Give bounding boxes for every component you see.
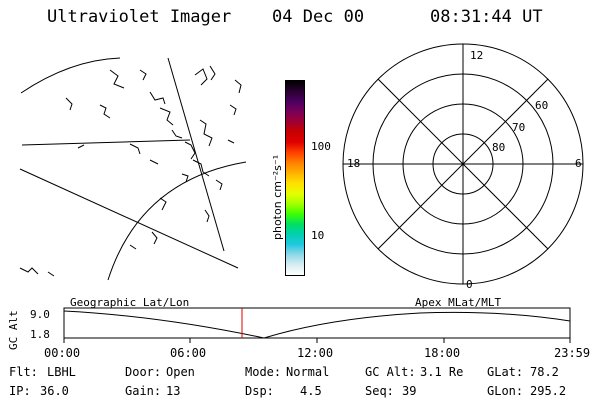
status-flt-label: Flt: <box>9 365 38 379</box>
status-glon-value: 295.2 <box>530 384 567 398</box>
status-mode-label: Mode: <box>245 365 282 379</box>
status-glon-label: GLon: <box>487 384 524 398</box>
mlt-label-0: 0 <box>466 278 473 291</box>
status-seq-value: 39 <box>402 384 417 398</box>
mlat-label-60: 60 <box>535 99 549 112</box>
y-tick-9: 9.0 <box>30 308 50 321</box>
mlat-label-70: 70 <box>512 121 526 134</box>
mlt-label-6: 6 <box>575 157 582 170</box>
mlt-label-18: 18 <box>347 157 361 170</box>
mlat-label-80: 80 <box>492 141 506 154</box>
colorbar-tick-100: 100 <box>311 140 331 153</box>
mlt-label-12: 12 <box>470 49 484 62</box>
status-gcalt-label: GC Alt: <box>365 365 416 379</box>
latitude-line-2 <box>21 139 191 146</box>
x-tick-2359: 23:59 <box>554 346 591 360</box>
altitude-plot-frame <box>63 307 571 339</box>
colorbar-tick-10: 10 <box>311 229 325 242</box>
meridian-line-1 <box>167 57 225 252</box>
date-label: 04 Dec 00 <box>272 7 365 27</box>
status-door-label: Door: <box>125 365 162 379</box>
x-tick-0600: 06:00 <box>170 346 207 360</box>
altitude-curve <box>63 310 571 339</box>
status-gain-label: Gain: <box>125 384 162 398</box>
instrument-title: Ultraviolet Imager <box>47 7 232 27</box>
time-label: 08:31:44 UT <box>430 7 543 27</box>
x-tick-1800: 18:00 <box>424 346 461 360</box>
status-dsp-label: Dsp: <box>245 384 274 398</box>
apex-caption: Apex MLat/MLT <box>415 296 502 309</box>
x-tick-0000: 00:00 <box>44 346 81 360</box>
status-ip-label: IP: <box>9 384 31 398</box>
status-gain-value: 13 <box>166 384 181 398</box>
geographic-caption: Geographic Lat/Lon <box>70 296 190 309</box>
status-ip-value: 36.0 <box>40 384 69 398</box>
limb-arc-outer <box>20 57 121 94</box>
limb-arc-inner <box>107 161 247 281</box>
mlt-diag-2 <box>377 78 549 250</box>
status-dsp-value: 4.5 <box>300 384 322 398</box>
latitude-line-1 <box>19 168 239 269</box>
status-mode-value: Normal <box>286 365 330 379</box>
status-flt-value: LBHL <box>47 365 76 379</box>
status-glat-value: 78.2 <box>530 365 559 379</box>
status-door-value: Open <box>166 365 195 379</box>
status-glat-label: GLat: <box>487 365 524 379</box>
status-seq-label: Seq: <box>365 384 394 398</box>
status-gcalt-value: 3.1 Re <box>420 365 464 379</box>
colorbar <box>285 80 305 276</box>
y-tick-1-8: 1.8 <box>30 328 50 341</box>
x-tick-1200: 12:00 <box>297 346 334 360</box>
